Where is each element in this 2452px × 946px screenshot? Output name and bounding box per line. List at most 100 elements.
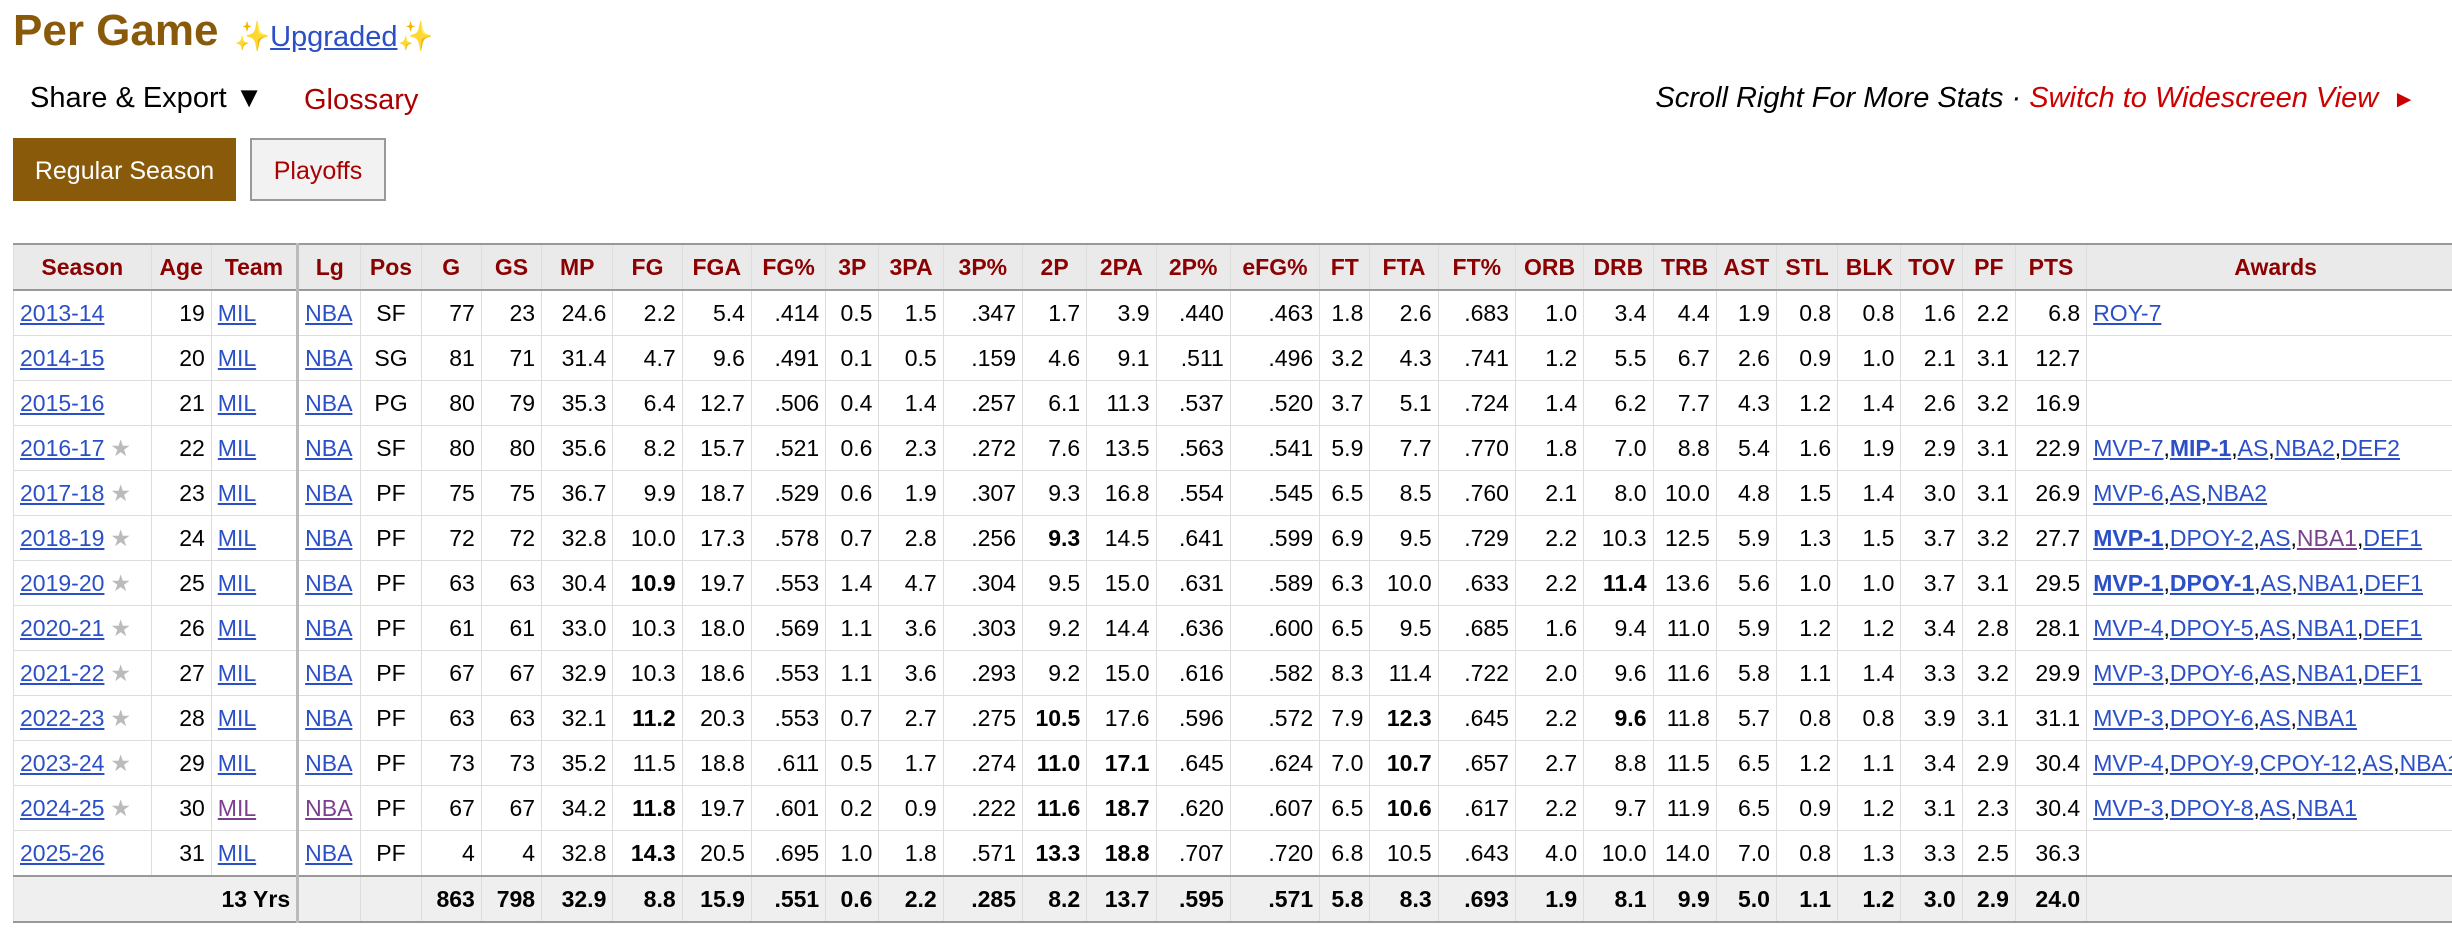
award-link[interactable]: DEF1 xyxy=(2364,569,2423,596)
award-link[interactable]: NBA2 xyxy=(2274,434,2335,461)
award-link[interactable]: MVP-3 xyxy=(2093,659,2164,686)
award-link[interactable]: MIP-1 xyxy=(2169,434,2232,461)
award-link[interactable]: DPOY-6 xyxy=(2169,659,2254,686)
season-link[interactable]: 2018-19 xyxy=(20,524,105,551)
league-link[interactable]: NBA xyxy=(305,434,353,461)
season-link[interactable]: 2024-25 xyxy=(20,794,105,821)
stat-cell: 1.3 xyxy=(1837,830,1902,877)
column-header: FG xyxy=(612,243,683,291)
award-link[interactable]: AS xyxy=(2259,524,2291,551)
award-link[interactable]: MVP-3 xyxy=(2093,704,2164,731)
season-link[interactable]: 2019-20 xyxy=(20,569,105,596)
award-link[interactable]: MVP-1 xyxy=(2093,569,2164,596)
team-link[interactable]: MIL xyxy=(217,479,257,506)
award-link[interactable]: AS xyxy=(2259,659,2291,686)
award-link[interactable]: DPOY-5 xyxy=(2169,614,2254,641)
award-link[interactable]: DPOY-2 xyxy=(2169,524,2254,551)
award-link[interactable]: DPOY-8 xyxy=(2169,794,2254,821)
league-link[interactable]: NBA xyxy=(305,659,353,686)
position-cell: SF xyxy=(360,289,422,336)
widescreen-arrow[interactable]: ► xyxy=(2392,86,2416,113)
stat-cell: .463 xyxy=(1229,289,1321,336)
award-link[interactable]: AS xyxy=(2237,434,2269,461)
award-link[interactable]: DEF1 xyxy=(2363,524,2423,551)
award-link[interactable]: MVP-3 xyxy=(2093,794,2164,821)
upgraded-link[interactable]: Upgraded xyxy=(270,21,398,53)
league-link[interactable]: NBA xyxy=(305,614,353,641)
team-link[interactable]: MIL xyxy=(217,749,257,776)
league-link[interactable]: NBA xyxy=(305,749,353,776)
award-link[interactable]: NBA1 xyxy=(2399,749,2452,776)
stat-cell: .511 xyxy=(1155,335,1231,381)
award-link[interactable]: DPOY-9 xyxy=(2169,749,2254,776)
league-link[interactable]: NBA xyxy=(305,344,353,371)
team-link[interactable]: MIL xyxy=(217,839,257,866)
award-link[interactable]: NBA1 xyxy=(2297,569,2358,596)
team-link[interactable]: MIL xyxy=(217,434,257,461)
league-link[interactable]: NBA xyxy=(305,479,353,506)
stat-cell: .553 xyxy=(750,695,827,741)
glossary[interactable]: Glossary xyxy=(304,84,419,116)
award-link[interactable]: NBA1 xyxy=(2296,614,2357,641)
award-link[interactable]: AS xyxy=(2169,479,2201,506)
award-link[interactable]: DEF2 xyxy=(2341,434,2400,461)
season-link[interactable]: 2014-15 xyxy=(20,344,105,371)
season-link[interactable]: 2022-23 xyxy=(20,704,105,731)
team-link[interactable]: MIL xyxy=(217,569,257,596)
award-link[interactable]: NBA1 xyxy=(2296,659,2357,686)
award-link[interactable]: DPOY-6 xyxy=(2169,704,2254,731)
team-link[interactable]: MIL xyxy=(217,614,257,641)
league-link[interactable]: NBA xyxy=(305,569,353,596)
season-link[interactable]: 2025-26 xyxy=(20,839,105,866)
season-link[interactable]: 2017-18 xyxy=(20,479,105,506)
team-link[interactable]: MIL xyxy=(217,704,257,731)
team-link[interactable]: MIL xyxy=(217,524,257,551)
award-link[interactable]: ROY-7 xyxy=(2093,299,2162,326)
league-link[interactable]: NBA xyxy=(305,794,353,821)
award-link[interactable]: MVP-4 xyxy=(2093,749,2164,776)
stat-cell: 5.9 xyxy=(1715,515,1777,561)
season-link[interactable]: 2015-16 xyxy=(20,389,105,416)
league-link[interactable]: NBA xyxy=(305,704,353,731)
award-link[interactable]: AS xyxy=(2362,749,2394,776)
team-link[interactable]: MIL xyxy=(217,299,257,326)
award-link[interactable]: DPOY-1 xyxy=(2169,569,2255,596)
team-link[interactable]: MIL xyxy=(217,794,257,821)
season-link[interactable]: 2020-21 xyxy=(20,614,105,641)
season-link[interactable]: 2013-14 xyxy=(20,299,105,326)
award-link[interactable]: MVP-4 xyxy=(2093,614,2164,641)
tab[interactable]: Regular Season xyxy=(13,138,236,201)
award-link[interactable]: AS xyxy=(2259,794,2291,821)
league-link[interactable]: NBA xyxy=(305,839,353,866)
league-link[interactable]: NBA xyxy=(305,299,353,326)
award-link[interactable]: NBA1 xyxy=(2296,524,2357,551)
award-link[interactable]: MVP-7 xyxy=(2093,434,2164,461)
award-link[interactable]: NBA1 xyxy=(2296,794,2357,821)
award-link[interactable]: AS xyxy=(2260,569,2292,596)
tab[interactable]: Playoffs xyxy=(250,138,386,201)
column-header: BLK xyxy=(1837,243,1902,291)
award-link[interactable]: AS xyxy=(2259,614,2291,641)
award-link[interactable]: NBA1 xyxy=(2296,704,2357,731)
season-link[interactable]: 2023-24 xyxy=(20,749,105,776)
season-link[interactable]: 2021-22 xyxy=(20,659,105,686)
award-link[interactable]: DEF1 xyxy=(2363,659,2423,686)
season-link[interactable]: 2016-17 xyxy=(20,434,105,461)
award-link[interactable]: AS xyxy=(2259,704,2291,731)
award-link[interactable]: MVP-1 xyxy=(2093,524,2164,551)
team-link[interactable]: MIL xyxy=(217,659,257,686)
league-link[interactable]: NBA xyxy=(305,524,353,551)
award-link[interactable]: MVP-6 xyxy=(2093,479,2164,506)
stat-cell: .707 xyxy=(1155,830,1231,877)
award-link[interactable]: NBA2 xyxy=(2206,479,2268,506)
team-link[interactable]: MIL xyxy=(217,389,257,416)
team-link[interactable]: MIL xyxy=(217,344,257,371)
league-link[interactable]: NBA xyxy=(305,389,353,416)
award-link[interactable]: DEF1 xyxy=(2363,614,2423,641)
share-export[interactable]: Share & Export ▼ xyxy=(30,82,264,114)
column-header: 3P xyxy=(825,243,880,291)
stat-cell: .720 xyxy=(1229,830,1321,877)
widescreen-link[interactable]: Switch to Widescreen View xyxy=(2029,82,2379,114)
award-link[interactable]: CPOY-12 xyxy=(2259,749,2357,776)
